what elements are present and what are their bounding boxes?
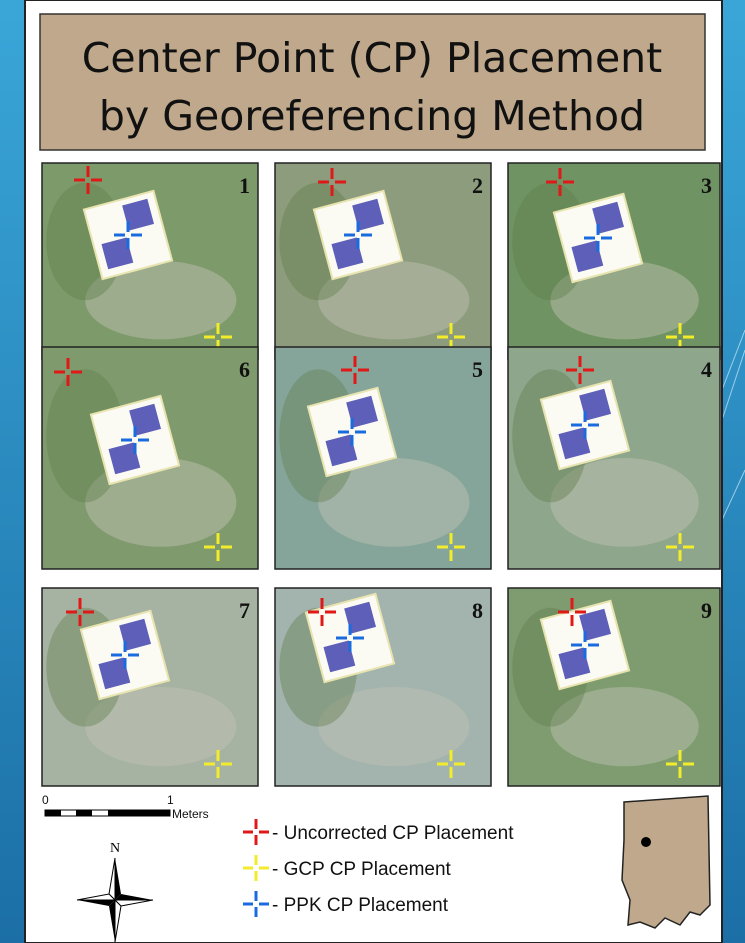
legend-label: - GCP CP Placement	[272, 859, 452, 880]
tile-label: 6	[239, 357, 250, 382]
legend-label: - Uncorrected CP Placement	[272, 823, 514, 844]
map-tile: 4	[508, 347, 720, 569]
legend-label: - PPK CP Placement	[272, 895, 449, 916]
title: Center Point (CP) Placement	[82, 34, 662, 82]
indiana-outline	[622, 796, 710, 928]
map-tile: 2	[275, 163, 491, 359]
tile-label: 9	[701, 598, 712, 623]
map-tile: 3	[508, 163, 720, 359]
map-tile: 7	[42, 588, 258, 786]
site-dot	[641, 837, 651, 847]
map-figure: Center Point (CP) Placement by Georefere…	[0, 0, 745, 943]
map-tile: 8	[275, 588, 491, 786]
map-tile: 6	[42, 347, 258, 569]
scale-label: 0	[42, 793, 49, 807]
map-tile: 9	[508, 588, 720, 786]
inset-map	[622, 796, 710, 928]
map-tile: 5	[275, 347, 491, 569]
tile-label: 3	[701, 173, 712, 198]
scale-segment	[76, 810, 92, 816]
title: by Georeferencing Method	[99, 92, 645, 140]
north-label: N	[110, 841, 120, 856]
tile-label: 2	[472, 173, 483, 198]
scale-label: 1	[167, 793, 174, 807]
scale-segment	[108, 810, 170, 816]
tile-label: 1	[239, 173, 250, 198]
tile-label: 7	[239, 598, 250, 623]
tile-grid: 1 2 3 6 5 4 7 8 9	[42, 163, 720, 786]
scale-segment	[45, 810, 61, 816]
tile-label: 4	[701, 357, 712, 382]
map-tile: 1	[42, 163, 258, 359]
scale-unit: Meters	[172, 807, 209, 821]
tile-label: 5	[472, 357, 483, 382]
tile-label: 8	[472, 598, 483, 623]
